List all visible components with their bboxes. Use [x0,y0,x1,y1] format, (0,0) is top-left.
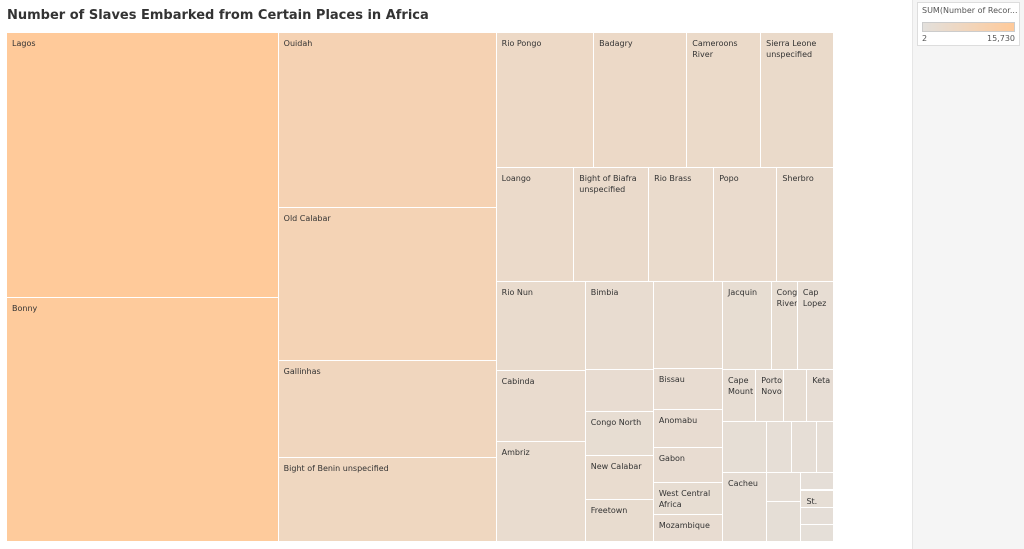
treemap-cell-label: Congo River [776,287,798,308]
sidebar-panel [912,0,1024,549]
treemap-cell-unlabeled[interactable] [653,281,723,370]
treemap-cell-unlabeled[interactable] [801,524,834,542]
treemap-cell-label: Ouidah [283,39,313,48]
treemap-cell-unlabeled[interactable] [766,473,802,503]
legend-min-label: 2 [922,34,928,43]
treemap-cell-anomabu[interactable]: Anomabu [653,410,723,449]
treemap-cell-unlabeled[interactable] [816,422,834,474]
treemap-cell-bissau[interactable]: Bissau [653,369,723,411]
treemap-cell-rio-brass[interactable]: Rio Brass [649,167,715,282]
treemap-cell-cacheu[interactable]: Cacheu [723,473,767,542]
treemap: Lagos Bonny Ouidah Old Calabar Gallinhas Bigh… [7,33,834,542]
treemap-cell-label: Loango [501,173,531,183]
treemap-cell-unlabeled[interactable] [585,370,654,412]
treemap-cell-unlabeled[interactable] [766,502,802,542]
treemap-cell-label: Cape Mount [728,375,754,396]
legend-max-label: 15,730 [987,34,1015,43]
treemap-cell-label: Keta [812,375,831,385]
treemap-cell-label: Rio Pongo [501,39,542,48]
legend-gradient-bar [922,22,1015,32]
treemap-cell-sherbro[interactable]: Sherbro [777,167,834,282]
treemap-cell-cabinda[interactable]: Cabinda [496,370,586,443]
treemap-cell-label: Cap Lopez [802,287,827,308]
treemap-cell-unlabeled[interactable] [792,422,817,474]
treemap-cell-popo[interactable]: Popo [714,167,778,282]
treemap-cell-cameroons-river[interactable]: Cameroons River [687,33,762,168]
treemap-cell-jacquin[interactable]: Jacquin [723,281,772,370]
treemap-cell-label: Porto Novo [761,375,783,396]
treemap-cell-label: Freetown [590,506,628,516]
treemap-cell-label: Bight of Biafra unspecified [579,173,637,194]
treemap-cell-label: Rio Brass [654,173,692,183]
treemap-cell-west-central-africa[interactable]: West Central Africa [653,482,723,515]
treemap-cell-sierra-leone-unspecified[interactable]: Sierra Leone unspecified [761,33,834,168]
treemap-cell-mozambique[interactable]: Mozambique [653,514,723,542]
treemap-cell-label: Congo North [590,417,642,427]
treemap-cell-label: West Central Africa [658,488,711,509]
treemap-cell-label: Badagry [599,39,633,48]
treemap-cell-label: New Calabar [590,461,642,471]
treemap-cell-keta[interactable]: Keta [807,369,834,423]
treemap-cell-label: Old Calabar [283,214,331,224]
treemap-cell-loango[interactable]: Loango [496,167,575,282]
treemap-cell-rio-pongo[interactable]: Rio Pongo [496,33,595,168]
treemap-cell-label: Sierra Leone unspecified [766,39,817,59]
treemap-cell-rio-nun[interactable]: Rio Nun [496,281,586,371]
treemap-cell-label: Cacheu [728,479,758,489]
treemap-cell-freetown[interactable]: Freetown [585,500,654,542]
treemap-cell-label: Gallinhas [283,367,321,377]
treemap-cell-label: St. Paul [806,496,818,506]
treemap-cell-label: Jacquin [728,287,758,297]
color-legend: SUM(Number of Recor... 2 15,730 [917,2,1020,46]
treemap-cell-bight-of-biafra-unspecified[interactable]: Bight of Biafra unspecified [574,167,650,282]
treemap-cell-gallinhas[interactable]: Gallinhas [278,361,497,458]
treemap-cell-label: Sherbro [782,173,814,183]
treemap-cell-bonny[interactable]: Bonny [7,297,279,542]
treemap-cell-unlabeled[interactable] [723,422,767,474]
treemap-cell-badagry[interactable]: Badagry [594,33,688,168]
treemap-cell-porto-novo[interactable]: Porto Novo [756,369,785,423]
treemap-cell-label: Bissau [658,375,685,385]
treemap-cell-cape-mount[interactable]: Cape Mount [723,369,757,423]
treemap-cell-unlabeled[interactable] [784,369,808,423]
treemap-cell-label: Bimbia [590,287,619,297]
treemap-cell-bight-of-benin-unspecified[interactable]: Bight of Benin unspecified [278,458,497,542]
treemap-cell-cap-lopez[interactable]: Cap Lopez [797,281,834,370]
treemap-cell-congo-river[interactable]: Congo River [771,281,798,370]
treemap-cell-label: Gabon [658,454,686,464]
treemap-cell-new-calabar[interactable]: New Calabar [585,455,654,501]
treemap-cell-bimbia[interactable]: Bimbia [585,281,654,371]
treemap-cell-label: Mozambique [658,520,710,530]
treemap-cell-label: Ambriz [501,448,530,458]
chart-title: Number of Slaves Embarked from Certain P… [7,8,429,23]
treemap-cell-congo-north[interactable]: Congo North [585,411,654,456]
treemap-cell-label: Anomabu [658,416,698,426]
treemap-cell-label: Cameroons River [692,39,738,59]
treemap-cell-lagos[interactable]: Lagos [7,33,279,298]
treemap-cell-ambriz[interactable]: Ambriz [496,442,586,542]
treemap-cell-label: Popo [719,173,739,183]
treemap-cell-label: Cabinda [501,376,535,386]
treemap-cell-label: Bonny [12,303,38,313]
treemap-cell-old-calabar[interactable]: Old Calabar [278,208,497,362]
treemap-cell-st-paul[interactable]: St. Paul [801,490,834,508]
legend-title: SUM(Number of Recor... [922,6,1017,15]
treemap-cell-ouidah[interactable]: Ouidah [278,33,497,209]
treemap-cell-label: Bight of Benin unspecified [283,464,389,473]
treemap-cell-unlabeled[interactable] [801,507,834,525]
treemap-cell-label: Lagos [12,39,36,48]
treemap-cell-unlabeled[interactable] [801,473,834,491]
treemap-cell-label: Rio Nun [501,287,533,297]
treemap-cell-unlabeled[interactable] [766,422,793,474]
treemap-cell-gabon[interactable]: Gabon [653,448,723,483]
